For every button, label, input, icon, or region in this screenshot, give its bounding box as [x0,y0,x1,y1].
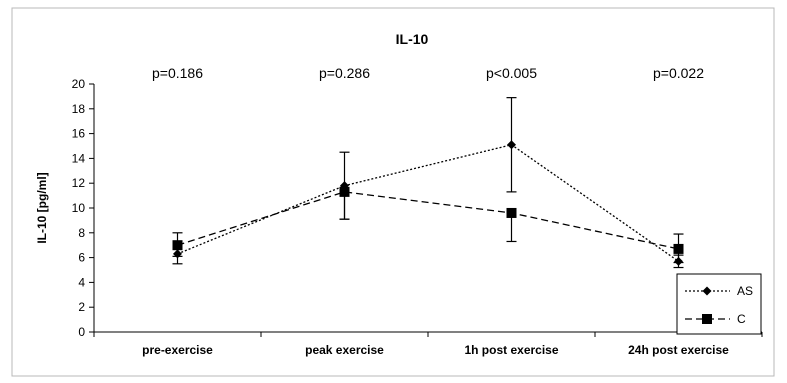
y-axis: 0 2 4 6 8 10 12 14 16 18 20 [72,77,95,339]
data-point [673,243,684,254]
y-axis-label: IL-10 [pg/ml] [35,172,49,243]
x-category-label: pre-exercise [142,343,213,357]
y-tick-label: 16 [72,127,86,141]
chart-frame [11,7,775,377]
y-tick-label: 8 [78,226,85,240]
series [172,97,684,269]
y-tick-label: 0 [78,325,85,339]
y-tick-label: 4 [78,275,85,289]
legend-marker [702,286,712,296]
y-tick-label: 10 [72,201,86,215]
legend: AS C [676,273,762,335]
y-tick-label: 20 [72,77,86,91]
x-axis: pre-exercise peak exercise 1h post exercis… [93,331,763,357]
x-category-label: peak exercise [305,343,384,357]
legend-label: C [737,312,746,326]
y-tick-label: 18 [72,102,86,116]
series-c [172,186,684,264]
p-value-label: p=0.022 [653,65,704,81]
p-value-label: p=0.286 [319,65,370,81]
legend-label: AS [737,284,753,298]
chart-title: IL-10 [396,31,429,47]
p-value-annotations: p=0.186 p=0.286 p<0.005 p=0.022 [152,65,704,81]
x-category-label: 1h post exercise [464,343,558,357]
data-point [506,207,517,218]
y-tick-label: 6 [78,251,85,265]
y-tick-label: 12 [72,176,86,190]
legend-box [676,273,762,335]
data-point [172,240,183,251]
y-tick-label: 2 [78,300,85,314]
p-value-label: p=0.186 [152,65,203,81]
legend-marker [702,314,712,324]
p-value-label: p<0.005 [486,65,537,81]
x-category-label: 24h post exercise [628,343,729,357]
data-point [339,186,350,197]
series-line [177,191,679,250]
data-point [507,140,516,150]
y-tick-label: 14 [72,151,86,165]
